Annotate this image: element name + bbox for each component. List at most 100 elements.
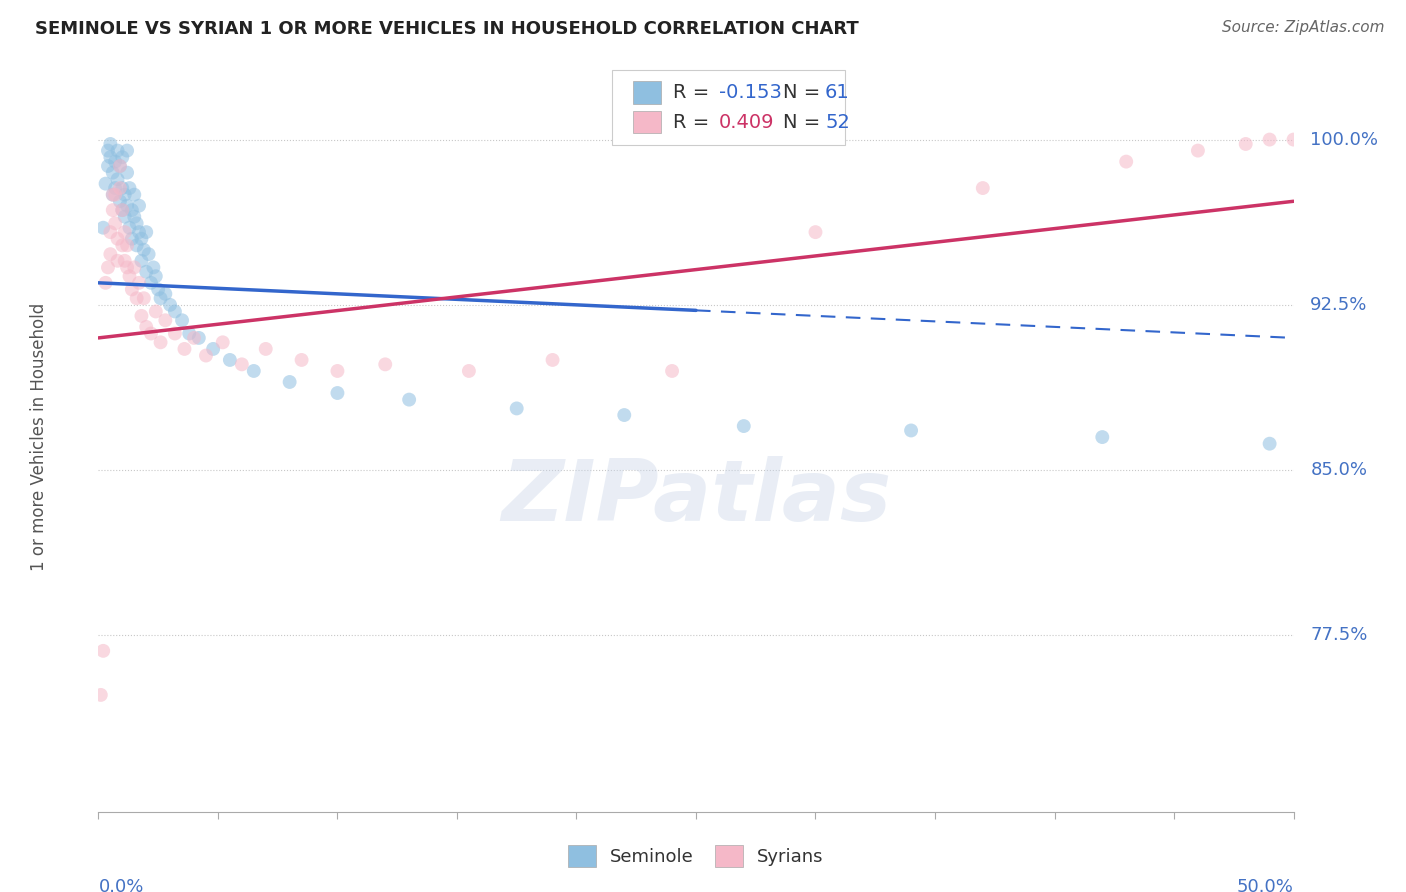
- Point: [254, 342, 277, 356]
- Text: R =: R =: [673, 83, 716, 102]
- Point: [139, 276, 162, 290]
- Point: [128, 276, 150, 290]
- Point: [139, 326, 162, 341]
- Point: [114, 210, 136, 224]
- Point: [104, 216, 127, 230]
- Point: [187, 331, 209, 345]
- Point: [458, 364, 481, 378]
- Text: 0.0%: 0.0%: [98, 878, 143, 892]
- Point: [231, 357, 253, 371]
- Point: [541, 353, 564, 368]
- Point: [1091, 430, 1114, 444]
- Point: [97, 159, 120, 173]
- Point: [149, 291, 172, 305]
- Point: [613, 408, 636, 422]
- Text: N =: N =: [783, 112, 827, 132]
- Point: [506, 401, 529, 416]
- Point: [149, 335, 172, 350]
- Point: [155, 313, 177, 327]
- Point: [104, 181, 127, 195]
- Point: [115, 199, 138, 213]
- Point: [179, 326, 201, 341]
- Text: -0.153: -0.153: [718, 83, 782, 102]
- Point: [111, 203, 134, 218]
- Point: [243, 364, 266, 378]
- Point: [131, 253, 153, 268]
- Point: [111, 203, 134, 218]
- Point: [138, 247, 160, 261]
- Text: Source: ZipAtlas.com: Source: ZipAtlas.com: [1222, 20, 1385, 35]
- Point: [900, 424, 922, 438]
- Point: [326, 386, 349, 401]
- Point: [121, 282, 143, 296]
- Point: [118, 269, 141, 284]
- Point: [125, 238, 148, 252]
- Point: [125, 216, 148, 230]
- Point: [148, 282, 170, 296]
- Point: [101, 203, 124, 218]
- Point: [107, 172, 129, 186]
- Point: [128, 199, 150, 213]
- Point: [128, 225, 150, 239]
- Point: [804, 225, 827, 239]
- Point: [125, 291, 148, 305]
- Text: N =: N =: [783, 83, 827, 102]
- Text: 1 or more Vehicles in Household: 1 or more Vehicles in Household: [30, 303, 48, 571]
- Point: [115, 260, 138, 275]
- Text: 0.409: 0.409: [718, 112, 775, 132]
- Point: [163, 326, 186, 341]
- Point: [101, 187, 124, 202]
- Point: [97, 144, 120, 158]
- Point: [114, 225, 136, 239]
- Point: [1282, 132, 1305, 146]
- Text: 61: 61: [825, 83, 849, 102]
- Text: R =: R =: [673, 112, 716, 132]
- Text: ZIPatlas: ZIPatlas: [501, 456, 891, 539]
- Point: [1187, 144, 1209, 158]
- Point: [132, 243, 155, 257]
- Point: [108, 159, 131, 173]
- Point: [94, 276, 117, 290]
- Point: [398, 392, 420, 407]
- Text: 77.5%: 77.5%: [1310, 626, 1368, 644]
- Point: [173, 342, 195, 356]
- Point: [290, 353, 312, 368]
- Point: [115, 166, 138, 180]
- Point: [108, 181, 131, 195]
- Point: [124, 210, 146, 224]
- Point: [131, 309, 153, 323]
- Point: [733, 419, 755, 434]
- Point: [91, 644, 114, 658]
- Point: [219, 353, 242, 368]
- Point: [155, 286, 177, 301]
- Point: [104, 187, 127, 202]
- Point: [98, 225, 122, 239]
- Point: [111, 150, 134, 164]
- Point: [172, 313, 194, 327]
- Point: [159, 298, 181, 312]
- FancyBboxPatch shape: [633, 111, 661, 134]
- Point: [145, 269, 167, 284]
- Point: [135, 265, 157, 279]
- Point: [374, 357, 396, 371]
- Point: [108, 159, 131, 173]
- Point: [114, 253, 136, 268]
- Point: [97, 260, 120, 275]
- Point: [202, 342, 225, 356]
- Point: [111, 181, 134, 195]
- Point: [114, 187, 136, 202]
- Legend: Seminole, Syrians: Seminole, Syrians: [561, 838, 831, 874]
- Point: [121, 232, 143, 246]
- Point: [131, 232, 153, 246]
- Point: [118, 220, 141, 235]
- Point: [163, 304, 186, 318]
- Point: [104, 154, 127, 169]
- Point: [1258, 436, 1281, 450]
- Text: SEMINOLE VS SYRIAN 1 OR MORE VEHICLES IN HOUSEHOLD CORRELATION CHART: SEMINOLE VS SYRIAN 1 OR MORE VEHICLES IN…: [35, 20, 859, 37]
- Point: [1115, 154, 1137, 169]
- Point: [278, 375, 301, 389]
- FancyBboxPatch shape: [633, 81, 661, 103]
- Point: [135, 225, 157, 239]
- Point: [194, 349, 217, 363]
- Point: [115, 144, 138, 158]
